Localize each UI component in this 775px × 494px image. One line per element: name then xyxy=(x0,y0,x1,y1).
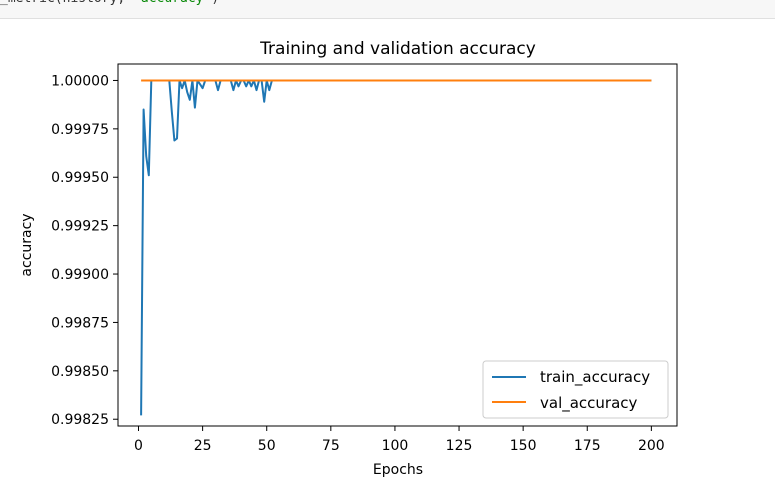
y-tick-label: 0.99850 xyxy=(51,364,109,380)
legend-label-train: train_accuracy xyxy=(540,368,650,387)
x-axis-label: Epochs xyxy=(373,462,423,478)
y-tick-label: 0.99950 xyxy=(51,170,109,186)
y-axis-label: accuracy xyxy=(19,213,35,276)
x-tick-label: 200 xyxy=(638,438,665,454)
x-tick-label: 25 xyxy=(194,438,212,454)
code-cell-strip: _metric(history, 'accuracy') xyxy=(0,0,775,19)
x-tick-label: 175 xyxy=(574,438,601,454)
y-tick-label: 0.99925 xyxy=(51,219,109,235)
y-tick-label: 0.99900 xyxy=(51,267,109,283)
y-tick-label: 0.99975 xyxy=(51,122,109,138)
chart-legend: train_accuracy val_accuracy xyxy=(482,360,669,419)
y-tick-label: 0.99825 xyxy=(51,412,109,428)
legend-label-val: val_accuracy xyxy=(540,394,638,413)
plot-frame xyxy=(117,63,678,427)
legend-box xyxy=(482,360,669,419)
chart-title: Training and validation accuracy xyxy=(259,39,536,59)
y-tick-label: 1.00000 xyxy=(51,73,109,89)
x-tick-label: 100 xyxy=(382,438,409,454)
x-tick-label: 50 xyxy=(258,438,276,454)
y-tick-label: 0.99875 xyxy=(51,315,109,331)
code-text-suffix: ) xyxy=(211,0,219,6)
code-line: _metric(history, 'accuracy') xyxy=(0,0,219,6)
code-text: _metric(history, xyxy=(0,0,133,6)
x-tick-label: 75 xyxy=(322,438,340,454)
x-tick-label: 150 xyxy=(510,438,537,454)
code-string-arg: 'accuracy' xyxy=(133,0,211,6)
x-tick-label: 0 xyxy=(134,438,143,454)
x-tick-label: 125 xyxy=(446,438,473,454)
